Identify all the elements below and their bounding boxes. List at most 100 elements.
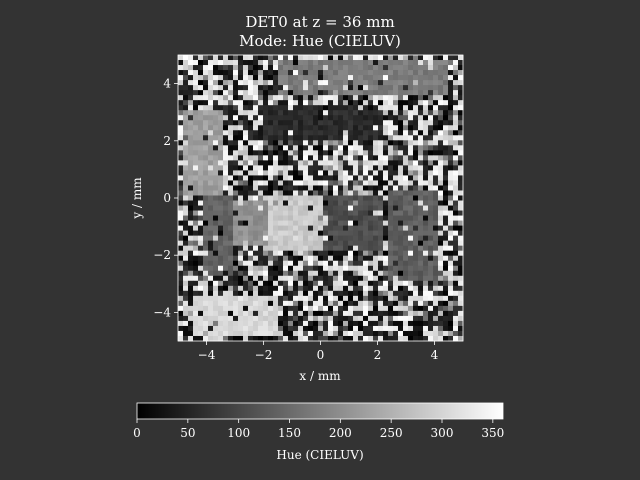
- heatmap-cell: [238, 230, 244, 237]
- heatmap-cell: [423, 170, 429, 176]
- heatmap-cell: [283, 300, 289, 307]
- heatmap-cell: [233, 85, 239, 91]
- heatmap-cell: [268, 265, 274, 272]
- heatmap-cell: [283, 130, 289, 136]
- heatmap-cell: [238, 170, 244, 176]
- heatmap-cell: [223, 335, 229, 342]
- heatmap-cell: [343, 155, 349, 161]
- heatmap-cell: [273, 330, 279, 337]
- heatmap-cell: [203, 180, 209, 186]
- heatmap-cell: [273, 100, 279, 106]
- heatmap-cell: [183, 225, 189, 232]
- heatmap-cell: [448, 310, 454, 317]
- heatmap-cell: [378, 95, 384, 101]
- heatmap-cell: [308, 305, 314, 312]
- heatmap-cell: [258, 205, 264, 211]
- heatmap-cell: [418, 325, 424, 332]
- heatmap-cell: [258, 90, 264, 96]
- heatmap-cell: [273, 155, 279, 161]
- heatmap-cell: [253, 250, 259, 257]
- heatmap-cell: [383, 180, 389, 186]
- heatmap-cell: [378, 70, 384, 76]
- heatmap-cell: [228, 155, 234, 161]
- heatmap-cell: [273, 190, 279, 196]
- heatmap-cell: [333, 335, 339, 342]
- heatmap-cell: [338, 200, 344, 206]
- heatmap-cell: [283, 280, 289, 287]
- heatmap-cell: [413, 260, 419, 267]
- heatmap-cell: [378, 275, 384, 282]
- heatmap-cell: [218, 155, 224, 161]
- heatmap-cell: [323, 320, 329, 327]
- heatmap-cell: [363, 170, 369, 176]
- heatmap-cell: [318, 90, 324, 96]
- heatmap-cell: [453, 275, 459, 282]
- heatmap-cell: [278, 285, 284, 292]
- heatmap-cell: [428, 220, 434, 226]
- heatmap-cell: [438, 170, 444, 176]
- heatmap-cell: [258, 120, 264, 126]
- heatmap-cell: [273, 80, 279, 86]
- heatmap-cell: [248, 170, 254, 176]
- heatmap-cell: [178, 300, 184, 307]
- heatmap-cell: [313, 285, 319, 292]
- heatmap-cell: [443, 110, 449, 116]
- heatmap-cell: [433, 70, 439, 76]
- heatmap-cell: [303, 75, 309, 81]
- heatmap-cell: [368, 295, 374, 302]
- heatmap-cell: [398, 120, 404, 126]
- heatmap-cell: [368, 335, 374, 342]
- heatmap-cell: [383, 95, 389, 101]
- heatmap-cell: [333, 115, 339, 121]
- heatmap-cell: [253, 225, 259, 232]
- heatmap-cell: [313, 210, 319, 216]
- heatmap-cell: [433, 55, 439, 61]
- heatmap-cell: [293, 280, 299, 287]
- heatmap-cell: [368, 245, 374, 252]
- heatmap-cell: [243, 310, 249, 317]
- heatmap-cell: [283, 255, 289, 262]
- heatmap-cell: [353, 190, 359, 196]
- heatmap-cell: [348, 265, 354, 272]
- heatmap-cell: [293, 125, 299, 131]
- heatmap-cell: [238, 260, 244, 267]
- heatmap-cell: [183, 90, 189, 96]
- heatmap-cell: [373, 220, 379, 226]
- heatmap-cell: [428, 70, 434, 76]
- heatmap-cell: [233, 100, 239, 106]
- heatmap-cell: [263, 240, 269, 247]
- heatmap-cell: [423, 280, 429, 287]
- heatmap-cell: [273, 310, 279, 317]
- heatmap-cell: [388, 230, 394, 237]
- heatmap-cell: [313, 240, 319, 247]
- heatmap-cell: [188, 85, 194, 91]
- heatmap-cell: [308, 215, 314, 221]
- heatmap-cell: [453, 180, 459, 186]
- heatmap-cell: [398, 160, 404, 166]
- heatmap-cell: [378, 215, 384, 221]
- heatmap-cell: [383, 310, 389, 317]
- heatmap-cell: [318, 140, 324, 146]
- heatmap-cell: [398, 300, 404, 307]
- heatmap-cell: [298, 280, 304, 287]
- heatmap-cell: [398, 310, 404, 317]
- heatmap-cell: [278, 315, 284, 322]
- heatmap-cell: [458, 205, 464, 211]
- heatmap-cell: [318, 95, 324, 101]
- heatmap-cell: [328, 220, 334, 226]
- heatmap-cell: [198, 250, 204, 257]
- heatmap-cell: [358, 80, 364, 86]
- heatmap-cell: [283, 275, 289, 282]
- heatmap-cell: [428, 205, 434, 211]
- heatmap-cell: [348, 135, 354, 141]
- heatmap-cell: [443, 80, 449, 86]
- heatmap-cell: [203, 130, 209, 136]
- heatmap-cell: [273, 60, 279, 66]
- heatmap-cell: [188, 120, 194, 126]
- heatmap-cell: [443, 105, 449, 111]
- heatmap-cell: [413, 315, 419, 322]
- heatmap-cell: [378, 205, 384, 211]
- heatmap-cell: [308, 75, 314, 81]
- heatmap-cell: [268, 150, 274, 156]
- heatmap-cell: [298, 130, 304, 136]
